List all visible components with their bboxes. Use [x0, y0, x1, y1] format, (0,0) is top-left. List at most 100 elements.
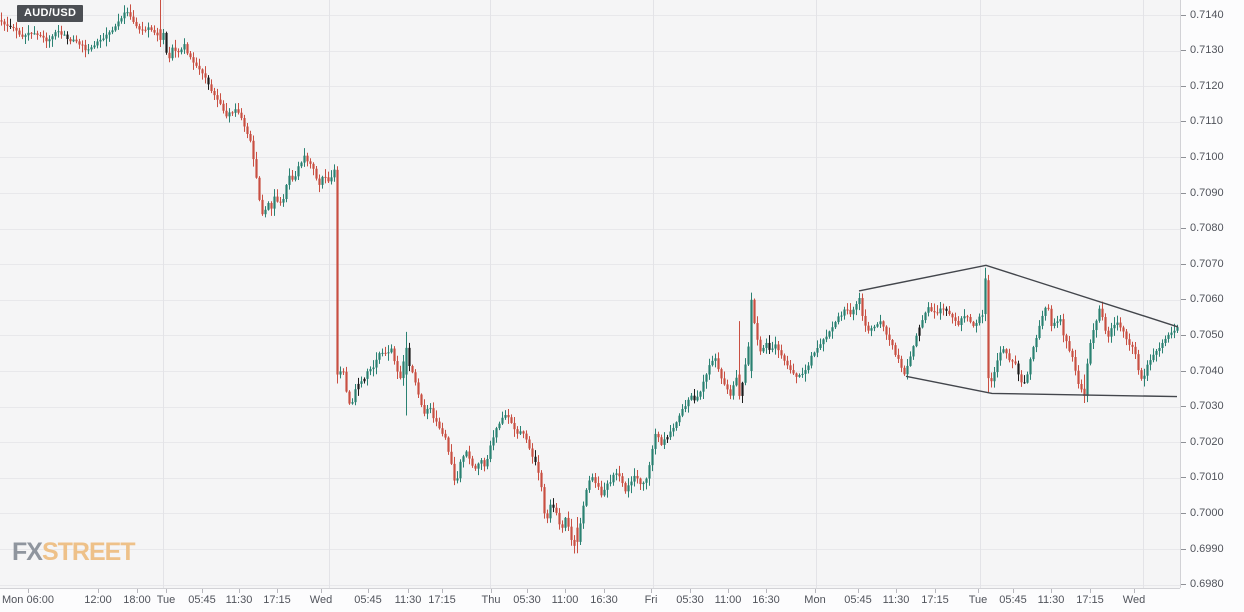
x-axis-label: 05:45 — [844, 594, 872, 606]
y-axis-label: 0.7130 — [1190, 44, 1224, 57]
x-axis-tick — [651, 589, 652, 593]
x-axis-label: 17:15 — [428, 594, 456, 606]
time-scale[interactable]: Mon 06:00 12:00 18:00 Tue 05:45 11:30 17:15 Wed… — [0, 588, 1180, 612]
x-axis-label: 17:15 — [1076, 594, 1104, 606]
x-axis-label: Thu — [481, 594, 501, 606]
candles-group — [0, 0, 1179, 554]
price-scale[interactable]: 0.7140 0.7130 0.7120 0.7110 0.7100 0.7090 0.70… — [1180, 0, 1244, 612]
x-axis-tick — [766, 589, 767, 593]
symbol-label: AUD/USD — [17, 5, 84, 22]
y-axis-label: 0.7070 — [1190, 257, 1224, 270]
x-axis-label: Mon 06:00 — [2, 594, 54, 606]
x-axis-label: 11:30 — [225, 594, 253, 606]
x-axis-label: 05:45 — [354, 594, 382, 606]
y-axis-tick — [1181, 85, 1186, 87]
candlestick-plot[interactable] — [0, 0, 1180, 588]
y-axis-tick — [1181, 477, 1186, 479]
y-axis-label: 0.7120 — [1190, 79, 1224, 92]
x-axis-tick — [239, 589, 240, 593]
x-axis-label: 17:15 — [263, 594, 291, 606]
y-axis-label: 0.7000 — [1190, 506, 1224, 519]
x-axis-tick — [1090, 589, 1091, 593]
y-axis-label: 0.7090 — [1190, 186, 1224, 199]
x-axis-label: 18:00 — [123, 594, 151, 606]
x-axis-tick — [565, 589, 566, 593]
x-axis-tick — [491, 589, 492, 593]
x-axis-label: Tue — [968, 594, 988, 606]
y-axis-tick — [1181, 156, 1186, 158]
x-axis-label: 11:30 — [882, 594, 910, 606]
y-axis-tick — [1181, 548, 1186, 550]
y-axis-label: 0.7040 — [1190, 364, 1224, 377]
x-axis-tick — [858, 589, 859, 593]
x-axis-tick — [166, 589, 167, 593]
x-axis-label: Wed — [309, 594, 333, 606]
x-axis-tick — [728, 589, 729, 593]
x-axis-tick — [896, 589, 897, 593]
upper-trendline[interactable] — [858, 264, 1179, 328]
y-axis-label: 0.7020 — [1190, 435, 1224, 448]
x-axis-label: 05:45 — [999, 594, 1027, 606]
y-axis-tick — [1181, 370, 1186, 372]
x-axis-tick — [408, 589, 409, 593]
x-axis-label: 16:30 — [590, 594, 618, 606]
y-axis-label: 0.7080 — [1190, 222, 1224, 235]
x-axis-label: Wed — [1122, 594, 1146, 606]
x-axis-tick — [202, 589, 203, 593]
y-axis-label: 0.7110 — [1190, 115, 1223, 128]
x-axis-tick — [442, 589, 443, 593]
x-axis-tick — [1134, 589, 1135, 593]
y-axis-label: 0.7100 — [1190, 150, 1224, 163]
y-axis-label: 0.7050 — [1190, 328, 1224, 341]
y-axis-tick — [1181, 406, 1186, 408]
y-axis-tick — [1181, 512, 1186, 514]
x-axis-label: Tue — [156, 594, 176, 606]
x-axis-tick — [815, 589, 816, 593]
y-axis-label: 0.6990 — [1190, 542, 1224, 555]
x-axis-label: 05:30 — [513, 594, 541, 606]
y-axis-tick — [1181, 228, 1186, 230]
y-axis-label: 0.7140 — [1190, 8, 1224, 21]
x-axis-tick — [978, 589, 979, 593]
x-axis-label: Mon — [804, 594, 826, 606]
x-axis-label: 11:30 — [394, 594, 422, 606]
y-axis-label: 0.7030 — [1190, 400, 1224, 413]
x-axis-label: 17:15 — [921, 594, 949, 606]
axis-corner — [1180, 588, 1244, 612]
y-axis-tick — [1181, 334, 1186, 336]
x-axis-tick — [604, 589, 605, 593]
x-axis-tick — [527, 589, 528, 593]
y-axis-tick — [1181, 263, 1186, 265]
x-axis-tick — [137, 589, 138, 593]
x-axis-tick — [935, 589, 936, 593]
x-axis-tick — [321, 589, 322, 593]
x-axis-label: 11:30 — [1037, 594, 1065, 606]
x-axis-tick — [690, 589, 691, 593]
fxstreet-watermark: FXSTREET — [12, 538, 136, 566]
y-axis-label: 0.7060 — [1190, 293, 1224, 306]
x-axis-tick — [1013, 589, 1014, 593]
y-axis-tick — [1181, 192, 1186, 194]
y-axis-tick — [1181, 441, 1186, 443]
fxstreet-watermark-fx: FX — [12, 538, 43, 566]
x-axis-label: 16:30 — [752, 594, 780, 606]
y-axis-tick — [1181, 121, 1186, 123]
candlestick-svg[interactable] — [0, 0, 1180, 588]
x-axis-label: Fri — [644, 594, 658, 606]
x-axis-label: 12:00 — [84, 594, 112, 606]
x-axis-tick — [368, 589, 369, 593]
y-axis-tick — [1181, 299, 1186, 301]
x-axis-label: 11:00 — [714, 594, 742, 606]
x-axis-tick — [277, 589, 278, 593]
x-axis-tick — [1051, 589, 1052, 593]
y-axis-tick — [1181, 50, 1186, 52]
y-axis-label: 0.6980 — [1190, 578, 1224, 591]
y-axis-tick — [1181, 14, 1186, 16]
x-axis-tick — [98, 589, 99, 593]
y-axis-tick — [1181, 584, 1186, 586]
fxstreet-watermark-street: STREET — [41, 538, 136, 566]
lower-trendline[interactable] — [905, 375, 1178, 398]
y-axis-label: 0.7010 — [1190, 471, 1224, 484]
x-axis-label: 05:45 — [188, 594, 216, 606]
